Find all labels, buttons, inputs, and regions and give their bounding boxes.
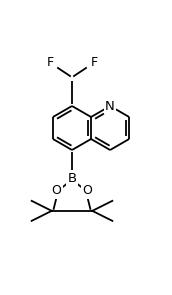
Text: F: F (46, 55, 53, 68)
Text: O: O (82, 184, 92, 197)
Text: B: B (67, 171, 77, 184)
Text: F: F (90, 55, 98, 68)
Text: N: N (105, 99, 115, 112)
Text: O: O (52, 184, 62, 197)
